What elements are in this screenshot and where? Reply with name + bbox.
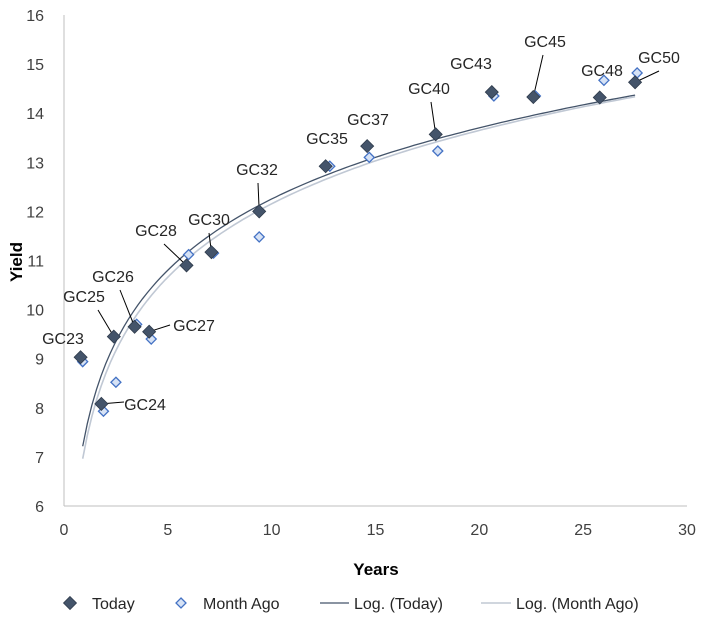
y-tick-label: 14 <box>26 106 44 123</box>
point-label: GC43 <box>450 56 492 73</box>
today-point <box>628 75 643 90</box>
today-point <box>360 139 375 154</box>
point-label: GC32 <box>236 162 278 179</box>
y-tick-label: 12 <box>26 204 44 221</box>
x-tick-label: 25 <box>574 522 592 539</box>
leader-line <box>532 54 544 98</box>
y-tick-label: 11 <box>27 254 44 271</box>
x-tick-label: 0 <box>60 522 69 539</box>
today-point <box>204 245 219 260</box>
y-tick-label: 15 <box>26 57 44 74</box>
trendlines <box>81 94 636 459</box>
today-point <box>179 258 194 273</box>
today-point <box>94 396 109 411</box>
today-point <box>526 89 541 105</box>
point-label: GC26 <box>92 269 134 286</box>
trendline-today <box>82 94 636 447</box>
legend: Today Month Ago Log. (Today) Log. (Month Ag… <box>62 595 639 613</box>
month-ago-point <box>109 376 122 389</box>
y-tick-label: 7 <box>35 450 44 467</box>
point-label: GC35 <box>306 131 348 148</box>
x-axis-title: Years <box>353 560 398 579</box>
point-label: GC25 <box>63 289 105 306</box>
today-point <box>428 127 443 142</box>
legend-today-marker <box>62 595 78 611</box>
label-leader-lines <box>97 54 660 405</box>
today-point <box>252 204 267 219</box>
y-tick-labels: 6 7 8 9 10 11 12 13 14 15 16 <box>26 8 44 516</box>
leader-line <box>119 289 136 327</box>
x-tick-label: 20 <box>470 522 488 539</box>
today-point <box>106 329 121 344</box>
point-labels: GC23 GC24 GC25 GC26 GC27 GC28 GC30 GC32 GC35 GC37… <box>42 34 680 414</box>
legend-label: Month Ago <box>203 596 280 613</box>
trendline-month-ago <box>81 95 636 459</box>
y-tick-label: 8 <box>35 401 44 418</box>
point-label: GC28 <box>135 223 177 240</box>
point-label: GC23 <box>42 331 84 348</box>
today-point <box>127 319 142 334</box>
month-ago-point <box>182 248 195 261</box>
x-tick-label: 5 <box>163 522 172 539</box>
y-tick-label: 10 <box>26 303 44 320</box>
y-tick-label: 16 <box>26 8 44 25</box>
today-point <box>592 90 607 105</box>
point-label: GC48 <box>581 63 623 80</box>
legend-label: Log. (Today) <box>354 596 443 613</box>
y-tick-label: 6 <box>35 499 44 516</box>
axes <box>63 15 687 507</box>
x-tick-label: 10 <box>263 522 281 539</box>
today-point <box>142 324 157 339</box>
data-points <box>73 67 644 418</box>
legend-month-ago-marker <box>175 597 187 609</box>
today-point <box>484 85 499 100</box>
x-tick-label: 15 <box>367 522 385 539</box>
y-axis-title: Yield <box>7 242 26 282</box>
today-point <box>73 350 88 365</box>
point-label: GC50 <box>638 50 680 67</box>
point-label: GC45 <box>524 34 566 51</box>
x-tick-label: 30 <box>678 522 696 539</box>
month-ago-point <box>363 151 376 164</box>
point-label: GC37 <box>347 112 389 129</box>
point-label: GC40 <box>408 81 450 98</box>
x-tick-labels: 0 5 10 15 20 25 30 <box>60 522 696 539</box>
point-label: GC24 <box>124 397 166 414</box>
month-ago-point <box>253 231 266 243</box>
month-ago-point <box>631 67 644 79</box>
legend-label: Log. (Month Ago) <box>516 596 639 613</box>
month-ago-point <box>431 145 444 157</box>
y-tick-label: 13 <box>26 155 44 172</box>
point-label: GC27 <box>173 318 215 335</box>
today-point <box>318 159 333 174</box>
leader-line <box>97 309 115 337</box>
month-ago-point <box>598 74 610 87</box>
y-tick-label: 9 <box>35 352 44 369</box>
legend-label: Today <box>92 596 135 613</box>
point-label: GC30 <box>188 212 230 229</box>
leader-line <box>163 243 187 266</box>
